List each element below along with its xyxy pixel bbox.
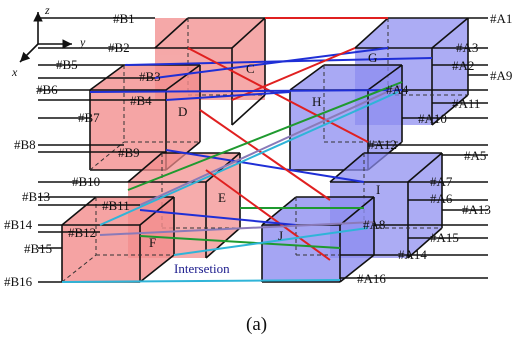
cube-label-h: H: [312, 94, 321, 109]
cube-label-i: I: [376, 182, 380, 197]
wire-lines: [61, 17, 433, 283]
pin-label-b9: #B9: [118, 145, 140, 160]
wire-blue-b6-a4: [89, 89, 403, 93]
wire-red-d-i: [199, 109, 331, 201]
axis-label-y: y: [79, 35, 86, 49]
wire-cyan-b16-a16: [61, 279, 341, 283]
axis-label-x: x: [11, 65, 18, 79]
pin-label-b6: #B6: [36, 82, 58, 97]
wire-cyan-b13-a4: [99, 91, 399, 226]
cube-label-d: D: [178, 104, 187, 119]
red-cube-f: [61, 196, 175, 283]
pin-label-a3: #A3: [456, 40, 478, 55]
pin-label-a8: #A8: [363, 217, 385, 232]
cube-label-c: C: [246, 61, 255, 76]
pin-label-a5: #A5: [464, 148, 486, 163]
cube-label-f: F: [149, 235, 156, 250]
pin-label-b16: #B16: [4, 274, 33, 289]
pin-label-a13: #A13: [462, 202, 491, 217]
wire-red-b2-a12: [187, 47, 369, 143]
intersection-annotation: Intersetion: [174, 261, 230, 276]
cube-label-e: E: [218, 190, 226, 205]
pin-label-b3: #B3: [139, 69, 161, 84]
cube-label-g: G: [368, 50, 377, 65]
cube-labels: C D E F G H I J: [149, 50, 380, 250]
wire-green-b10-a4: [127, 81, 403, 191]
pin-label-b15: #B15: [24, 241, 52, 256]
cube-label-j: J: [278, 228, 283, 243]
wire-purple-b11-a4: [139, 85, 401, 206]
axis-label-z: z: [44, 3, 50, 17]
pin-label-b13: #B13: [22, 189, 50, 204]
pin-label-a10: #A10: [418, 111, 447, 126]
pin-label-a11: #A11: [452, 96, 480, 111]
pin-stubs: [38, 17, 488, 283]
pin-label-a9: #A9: [490, 68, 512, 83]
wire-purple-b12-a8: [99, 221, 375, 236]
pin-label-a6: #A6: [430, 191, 453, 206]
pin-label-a16: #A16: [357, 271, 386, 286]
pin-label-a15: #A15: [430, 230, 459, 245]
wire-blue-b3-a3: [154, 47, 389, 79]
pin-label-b1: #B1: [113, 11, 135, 26]
pin-label-b5: #B5: [56, 57, 78, 72]
left-pin-labels: #B1 #B2 #B5 #B3 #B6 #B4 #B7 #B8 #B9 #B10…: [4, 11, 161, 289]
pin-label-b2: #B2: [108, 40, 130, 55]
pin-label-a12: #A12: [368, 137, 397, 152]
right-pin-labels: #A1 #A3 #A2 #A9 #A4 #A11 #A10 #A12 #A5 #…: [357, 11, 512, 286]
pin-label-a1: #A1: [490, 11, 512, 26]
pin-label-b12: #B12: [68, 225, 96, 240]
pin-label-a2: #A2: [452, 58, 474, 73]
blue-cube-j: [261, 196, 375, 283]
wire-blue-b11-j: [139, 209, 297, 226]
wire-blue-b4-h: [165, 91, 291, 101]
pin-label-b7: #B7: [78, 110, 100, 125]
wire-blue-b9-a5: [165, 149, 365, 183]
pin-label-a7: #A7: [430, 174, 453, 189]
pin-label-a4: #A4: [386, 82, 409, 97]
wire-red-e-i: [205, 169, 331, 261]
figure-caption: (a): [246, 314, 267, 335]
wire-green-f-a14: [139, 235, 341, 249]
pin-label-b4: #B4: [130, 93, 152, 108]
pin-label-b10: #B10: [72, 174, 100, 189]
wire-cyan-f-a8: [173, 227, 369, 256]
pin-label-b14: #B14: [4, 217, 33, 232]
pin-label-b11: #B11: [102, 198, 130, 213]
pin-label-a14: #A14: [398, 247, 427, 262]
pin-label-b8: #B8: [14, 137, 36, 152]
